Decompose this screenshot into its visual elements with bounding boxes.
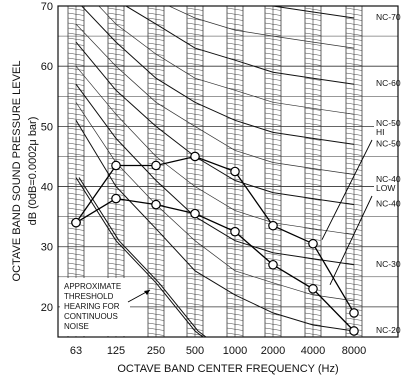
nc-minor-curve-1 xyxy=(98,6,355,115)
point-hi-4000 xyxy=(308,238,318,249)
threshold-note-bg xyxy=(60,278,130,336)
nc-curve-nc-50 xyxy=(81,6,355,145)
series-line-low xyxy=(75,197,355,332)
y-axis-title-line2: dB (0dB=0.0002μ bar) xyxy=(27,117,39,226)
nc-curve-nc-20 xyxy=(75,120,355,332)
threshold-note-line-2: HEARING FOR xyxy=(64,302,120,311)
threshold-curve xyxy=(75,177,207,337)
threshold-line xyxy=(75,177,204,337)
annotations: NC-70NC-60NC-50NC-40NC-30NC-20NC-50HINC-… xyxy=(60,11,401,336)
tick-labels: 63 125 250 500 1000 2000 4000 8000 20 30 40 50 60 70 xyxy=(41,1,366,357)
callout-leader-hi xyxy=(321,139,373,240)
y-tick-40: 40 xyxy=(41,182,53,194)
nc-curve-nc-60 xyxy=(124,6,355,85)
nc-minor-curve-3 xyxy=(75,65,355,236)
x-tick-125: 125 xyxy=(107,345,125,357)
point-low-4000 xyxy=(308,284,318,294)
callout-bg-low xyxy=(374,173,399,195)
point-low-2000 xyxy=(268,259,278,270)
threshold-note-line-0: APPROXIMATE xyxy=(64,282,121,291)
nc-curve-nc-40 xyxy=(75,41,355,206)
y-tick-70: 70 xyxy=(41,1,53,13)
nc-curve-nc-70 xyxy=(269,6,355,19)
point-hi-500 xyxy=(190,151,200,162)
y-tick-20: 20 xyxy=(41,302,53,314)
nc-label-nc-30: NC-30 xyxy=(376,259,401,269)
x-tick-2000: 2000 xyxy=(261,345,285,357)
series-line-hi xyxy=(75,155,355,314)
y-tick-60: 60 xyxy=(41,61,53,73)
data-series xyxy=(71,151,359,336)
nc-label-nc-50: NC-50 xyxy=(376,138,401,148)
nc-label-bg xyxy=(375,11,398,23)
threshold-note-arrowhead xyxy=(144,290,150,295)
point-hi-125 xyxy=(111,160,121,171)
nc-label-nc-20: NC-20 xyxy=(376,325,401,335)
nc-label-bg xyxy=(375,323,398,335)
nc-minor-curve-0 xyxy=(168,6,355,49)
point-hi-2000 xyxy=(268,220,278,231)
threshold-note-line-4: NOISE xyxy=(64,322,89,331)
nc-label-bg xyxy=(375,257,398,269)
callout-text-hi-1: HI xyxy=(376,127,385,137)
nc-minor-curve-4 xyxy=(75,102,355,302)
x-tick-500: 500 xyxy=(186,345,204,357)
point-hi-250 xyxy=(151,160,161,171)
callout-text-low-1: LOW xyxy=(376,183,395,193)
y-tick-30: 30 xyxy=(41,242,53,254)
threshold-note-line-1: THRESHOLD xyxy=(64,292,114,301)
x-tick-63: 63 xyxy=(70,345,82,357)
x-tick-8000: 8000 xyxy=(342,345,366,357)
x-tick-4000: 4000 xyxy=(301,345,325,357)
nc-label-bg xyxy=(375,77,398,89)
nc-label-nc-40: NC-40 xyxy=(376,199,401,209)
x-axis-title: OCTAVE BAND CENTER FREQUENCY (Hz) xyxy=(117,363,338,375)
x-tick-1000: 1000 xyxy=(223,345,247,357)
x-tick-250: 250 xyxy=(147,345,165,357)
point-low-1000 xyxy=(230,226,240,237)
y-tick-50: 50 xyxy=(41,121,53,133)
nc-label-bg xyxy=(375,197,398,209)
point-low-500 xyxy=(190,208,200,219)
point-low-8000 xyxy=(349,326,359,336)
nc-label-nc-70: NC-70 xyxy=(376,12,401,22)
callout-bg-hi xyxy=(374,117,399,139)
callout-text-low-0: NC-40 xyxy=(376,174,401,184)
y-axis-title-line1: OCTAVE BAND SOUND PRESSURE LEVEL xyxy=(11,61,23,282)
plot-frame xyxy=(57,5,399,338)
nc-minor-curve-2 xyxy=(75,23,355,175)
series-low xyxy=(71,193,359,336)
band-hatch-8000 xyxy=(345,6,363,337)
point-low-125 xyxy=(111,193,121,204)
point-hi-1000 xyxy=(230,166,240,177)
point-low-250 xyxy=(151,199,161,210)
point-low-63 xyxy=(71,217,81,228)
callout-leader-low xyxy=(329,195,373,286)
threshold-note-line-3: CONTINUOUS xyxy=(64,312,118,321)
point-hi-8000 xyxy=(349,308,359,318)
nc-curves xyxy=(75,6,355,332)
nc-curve-nc-30 xyxy=(75,83,355,266)
threshold-line-2 xyxy=(78,177,207,337)
callout-text-hi-0: NC-50 xyxy=(376,118,401,128)
nc-label-nc-60: NC-60 xyxy=(376,78,401,88)
nc-label-bg xyxy=(375,137,398,149)
